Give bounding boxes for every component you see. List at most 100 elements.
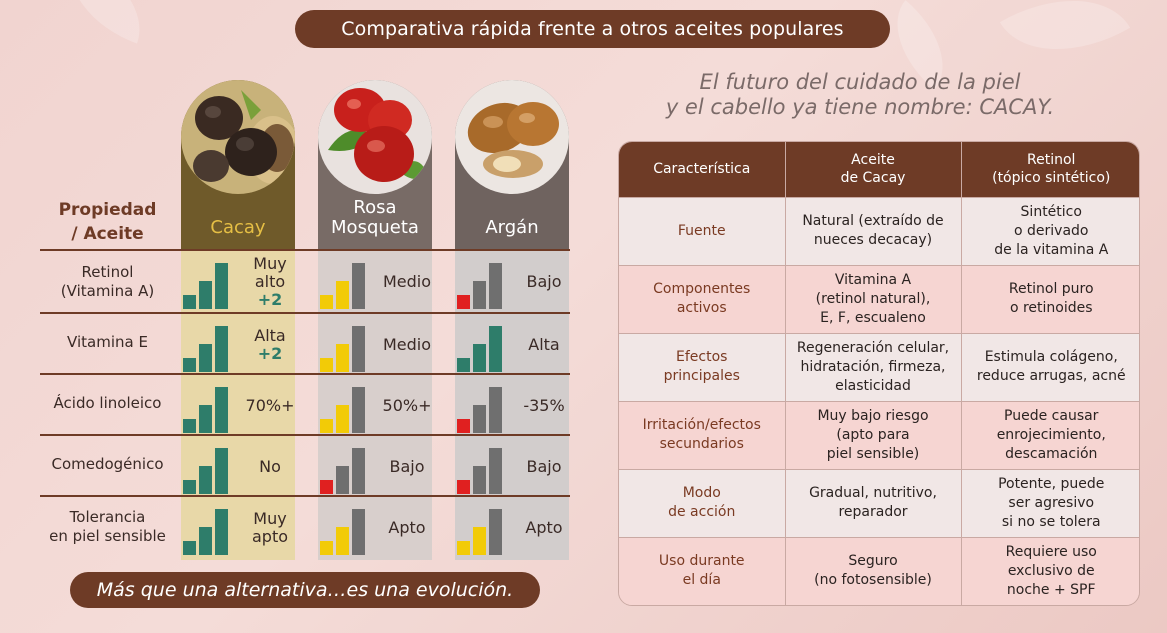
level-bar: [183, 541, 196, 555]
cacay-rating-cell: Muy alto +2: [183, 253, 287, 311]
argan-rating-text: Bajo: [526, 272, 562, 291]
row-divider: [40, 495, 570, 497]
level-bars-icon: [457, 499, 513, 555]
cacay-cell: Vitamina A (retinol natural), E, F, escual…: [784, 264, 961, 334]
cacay-rating-text: 70%+: [245, 396, 295, 415]
level-bar: [320, 541, 333, 555]
level-bars-icon: [320, 377, 376, 433]
cacay-rating-cell: Muy apto: [183, 499, 288, 557]
level-bars-icon: [457, 253, 513, 309]
level-bar: [215, 263, 228, 309]
level-bar: [352, 509, 365, 555]
header-aceite-cacay: Aceite de Cacay: [784, 142, 961, 197]
argan-rating-cell: Bajo: [457, 438, 562, 496]
level-bar: [489, 448, 502, 494]
level-bar: [336, 405, 349, 433]
characteristic-cell: Efectos principales: [619, 332, 785, 402]
background-leaf: [52, 0, 158, 44]
level-bar: [457, 541, 470, 555]
level-bar: [320, 480, 333, 494]
characteristic-cell: Fuente: [619, 196, 785, 266]
rosa-rating-cell: Medio: [320, 316, 431, 374]
rosa-rating-text: Medio: [382, 272, 432, 291]
level-bar: [320, 419, 333, 433]
level-bar: [473, 466, 486, 494]
level-bars-icon: [183, 253, 239, 309]
level-bars-icon: [183, 316, 239, 372]
level-bars-icon: [320, 253, 376, 309]
rosa-column-title: Rosa Mosqueta: [331, 197, 419, 238]
row-label-comedogenico: Comedogénico: [51, 455, 164, 473]
tagline: El futuro del cuidado de la piel y el ca…: [640, 70, 1080, 120]
level-bar: [489, 387, 502, 433]
table-row: Efectos principales Regeneración celular, h…: [619, 332, 1139, 402]
argan-rating-text: Alta: [528, 335, 560, 354]
level-bar: [199, 405, 212, 433]
cacay-rating-cell: 70%+: [183, 377, 294, 435]
argan-rating-text: -35%: [523, 396, 565, 415]
evolution-slogan: Más que una alternativa…es una evolución…: [70, 572, 540, 608]
characteristic-cell: Irritación/efectos secundarios: [619, 400, 785, 470]
level-bar: [183, 358, 196, 372]
cacay-cell: Gradual, nutritivo, reparador: [784, 468, 961, 538]
retinol-cell: Potente, puede ser agresivo si no se toler…: [960, 468, 1139, 538]
row-divider: [40, 249, 570, 251]
level-bar: [336, 344, 349, 372]
characteristic-cell: Componentes activos: [619, 264, 785, 334]
row-label-retinol: Retinol (Vitamina A): [60, 263, 155, 300]
retinol-cell: Puede causar enrojecimiento, descamación: [960, 400, 1139, 470]
cacay-cell: Natural (extraído de nueces decacay): [784, 196, 961, 266]
level-bars-icon: [183, 438, 239, 494]
level-bars-icon: [320, 499, 376, 555]
level-bars-icon: [457, 438, 513, 494]
rosa-rating-text: Medio: [382, 335, 432, 354]
level-bar: [215, 326, 228, 372]
cacay-vs-retinol-table: Característica Aceite de Cacay Retinol (…: [618, 141, 1140, 606]
level-bar: [320, 358, 333, 372]
table-row: Modo de acción Gradual, nutritivo, reparado…: [619, 468, 1139, 538]
level-bar: [457, 419, 470, 433]
plus-badge: +2: [257, 290, 283, 309]
tagline-line-1: El futuro del cuidado de la piel: [699, 70, 1021, 94]
row-label-vitamina-e: Vitamina E: [67, 333, 148, 351]
characteristic-cell: Uso durante el día: [619, 536, 785, 605]
cacay-rating-text: No: [259, 457, 281, 476]
level-bar: [199, 281, 212, 309]
level-bar: [457, 480, 470, 494]
table-row: Irritación/efectos secundarios Muy bajo ri…: [619, 400, 1139, 470]
table-row: Fuente Natural (extraído de nueces decacay…: [619, 196, 1139, 266]
argan-rating-text: Bajo: [526, 457, 562, 476]
cacay-rating-text: Alta +2: [245, 327, 295, 363]
characteristic-cell: Modo de acción: [619, 468, 785, 538]
level-bar: [336, 281, 349, 309]
argan-column-title: Argán: [485, 217, 539, 238]
level-bar: [336, 527, 349, 555]
property-header: Propiedad / Aceite: [58, 200, 157, 244]
rosehip-image: [318, 80, 432, 194]
level-bars-icon: [320, 316, 376, 372]
level-bars-icon: [183, 499, 239, 555]
table-row: Uso durante el día Seguro (no fotosensible)…: [619, 536, 1139, 605]
level-bar: [457, 358, 470, 372]
header-retinol: Retinol (tópico sintético): [960, 142, 1139, 197]
rosa-rating-text: Apto: [388, 518, 426, 537]
retinol-cell: Estimula colágeno, reduce arrugas, acné: [960, 332, 1139, 402]
level-bar: [489, 509, 502, 555]
level-bar: [215, 387, 228, 433]
rosa-rating-cell: Apto: [320, 499, 426, 557]
level-bar: [473, 344, 486, 372]
level-bar: [489, 326, 502, 372]
row-divider: [40, 434, 570, 436]
level-bar: [473, 405, 486, 433]
level-bar: [473, 527, 486, 555]
rosa-rating-cell: Medio: [320, 253, 431, 311]
retinol-cell: Requiere uso exclusivo de noche + SPF: [960, 536, 1139, 605]
level-bar: [489, 263, 502, 309]
level-bar: [336, 466, 349, 494]
level-bar: [352, 326, 365, 372]
table-row: Componentes activos Vitamina A (retinol nat…: [619, 264, 1139, 334]
cacay-rating-text: Muy apto: [251, 509, 289, 546]
table-header-row: Característica Aceite de Cacay Retinol (…: [619, 142, 1139, 197]
level-bars-icon: [183, 377, 239, 433]
level-bar: [183, 480, 196, 494]
